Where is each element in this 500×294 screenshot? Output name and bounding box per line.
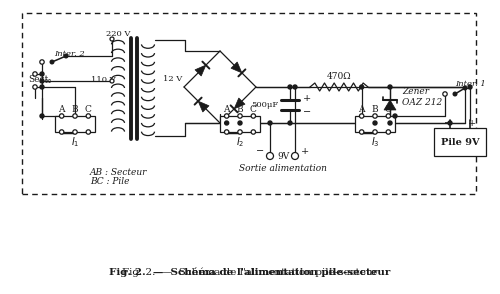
- Polygon shape: [234, 98, 245, 109]
- Circle shape: [40, 60, 44, 64]
- Text: Inter. 1: Inter. 1: [455, 80, 486, 88]
- Circle shape: [393, 114, 397, 118]
- Circle shape: [33, 72, 37, 76]
- Text: $I_2$: $I_2$: [236, 135, 244, 149]
- Circle shape: [40, 114, 44, 118]
- Circle shape: [224, 130, 229, 134]
- Polygon shape: [198, 101, 209, 112]
- Text: Zener
OAZ 212: Zener OAZ 212: [402, 87, 442, 107]
- Text: +: +: [303, 93, 311, 103]
- Text: −: −: [444, 118, 452, 128]
- Text: 9V: 9V: [277, 151, 289, 161]
- Circle shape: [373, 121, 377, 125]
- Text: Sect.: Sect.: [28, 74, 52, 83]
- Text: 220 V: 220 V: [106, 30, 130, 38]
- Text: −: −: [256, 146, 264, 156]
- Text: AB : Secteur: AB : Secteur: [90, 168, 148, 176]
- Text: BC : Pile: BC : Pile: [90, 176, 130, 186]
- Circle shape: [293, 85, 297, 89]
- Bar: [55, 116, 95, 132]
- Circle shape: [360, 130, 364, 134]
- Text: B: B: [372, 104, 378, 113]
- Circle shape: [251, 130, 256, 134]
- Bar: [220, 116, 260, 132]
- Text: A: A: [224, 104, 230, 113]
- Text: Fig. 2.  —  Schéma de l'alimentation pile-secteur: Fig. 2. — Schéma de l'alimentation pile-…: [110, 267, 390, 277]
- Circle shape: [468, 85, 472, 89]
- Text: +: +: [468, 118, 476, 128]
- Circle shape: [110, 37, 114, 41]
- Text: $\infty$: $\infty$: [42, 76, 51, 86]
- Text: A: A: [358, 104, 365, 113]
- Text: −: −: [303, 108, 311, 116]
- Bar: [434, 128, 486, 156]
- Circle shape: [60, 130, 64, 134]
- Circle shape: [288, 85, 292, 89]
- Text: $I_1$: $I_1$: [71, 135, 79, 149]
- Circle shape: [40, 79, 44, 83]
- Text: B: B: [236, 104, 244, 113]
- Polygon shape: [195, 65, 206, 76]
- Circle shape: [40, 72, 44, 76]
- Circle shape: [64, 54, 68, 58]
- Circle shape: [288, 121, 292, 125]
- Circle shape: [388, 85, 392, 89]
- Polygon shape: [231, 62, 242, 73]
- Text: 110 V: 110 V: [90, 76, 116, 84]
- Text: Inter. 2: Inter. 2: [54, 50, 85, 58]
- Circle shape: [238, 130, 242, 134]
- Circle shape: [448, 121, 452, 125]
- Text: +: +: [301, 146, 309, 156]
- Bar: [22, 13, 476, 194]
- Text: Sortie alimentation: Sortie alimentation: [239, 163, 327, 173]
- Circle shape: [60, 114, 64, 118]
- Circle shape: [386, 114, 390, 118]
- Circle shape: [50, 60, 54, 64]
- Circle shape: [268, 121, 272, 125]
- Circle shape: [110, 79, 114, 83]
- Text: 470Ω: 470Ω: [326, 71, 351, 81]
- Text: $I_3$: $I_3$: [370, 135, 380, 149]
- Circle shape: [224, 121, 228, 125]
- Circle shape: [86, 114, 90, 118]
- Bar: [355, 116, 395, 132]
- Polygon shape: [384, 100, 396, 110]
- Circle shape: [266, 153, 274, 160]
- Circle shape: [292, 153, 298, 160]
- Text: Pile 9V: Pile 9V: [440, 138, 480, 146]
- Circle shape: [386, 130, 390, 134]
- Circle shape: [224, 114, 229, 118]
- Text: A: A: [58, 104, 65, 113]
- Circle shape: [251, 114, 256, 118]
- Circle shape: [86, 130, 90, 134]
- Text: Fig. 2.  —  Schéma de l'alimentation pile-secteur: Fig. 2. — Schéma de l'alimentation pile-…: [122, 267, 378, 277]
- Circle shape: [238, 121, 242, 125]
- Circle shape: [373, 114, 377, 118]
- Circle shape: [360, 114, 364, 118]
- Circle shape: [33, 85, 37, 89]
- Circle shape: [388, 121, 392, 125]
- Circle shape: [443, 92, 447, 96]
- Text: C: C: [385, 104, 392, 113]
- Text: B: B: [72, 104, 78, 113]
- Circle shape: [373, 130, 377, 134]
- Text: C: C: [250, 104, 257, 113]
- Circle shape: [73, 130, 77, 134]
- Circle shape: [238, 114, 242, 118]
- Text: C: C: [85, 104, 92, 113]
- Circle shape: [360, 85, 364, 89]
- Text: 12 V: 12 V: [163, 75, 182, 83]
- Circle shape: [73, 114, 77, 118]
- Circle shape: [453, 92, 457, 96]
- Circle shape: [40, 85, 44, 89]
- Text: 500μF: 500μF: [251, 101, 278, 109]
- Circle shape: [463, 86, 467, 90]
